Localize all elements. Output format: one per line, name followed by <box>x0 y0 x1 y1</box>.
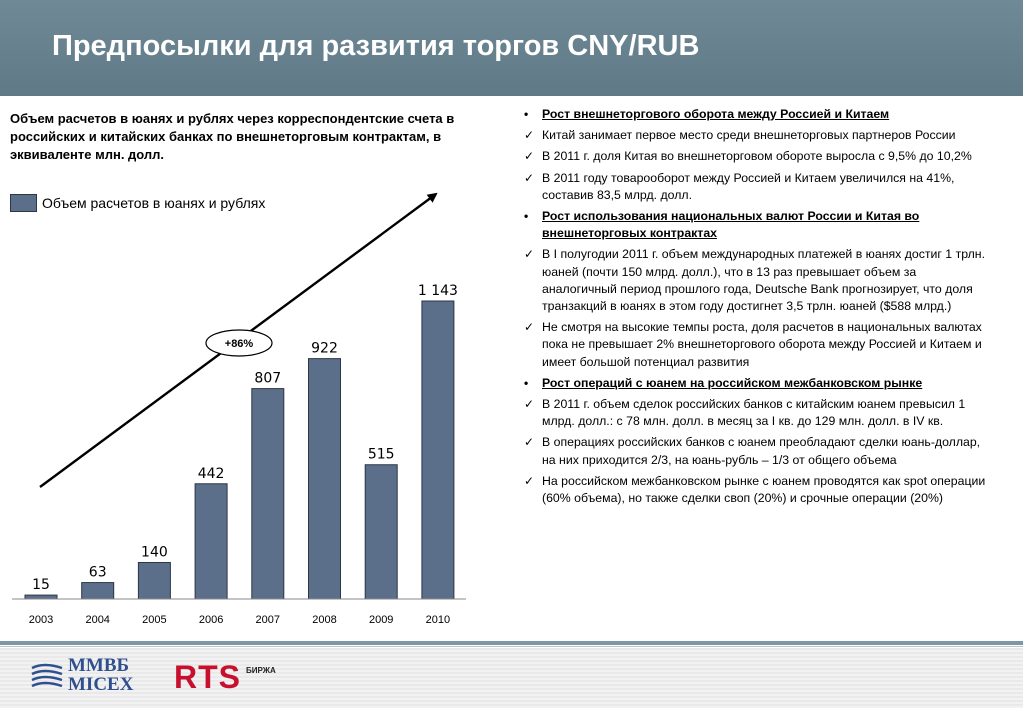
bullet-item: ✓ В 2011 г. объем сделок российских банко… <box>524 396 992 430</box>
bar <box>24 594 58 600</box>
bar <box>137 561 171 600</box>
x-tick-label: 2008 <box>312 614 336 626</box>
micex-line1: ММВБ <box>68 655 130 676</box>
footer-divider-thin <box>0 646 1023 647</box>
checkmark-icon: ✓ <box>524 473 535 488</box>
x-tick-label: 2007 <box>256 614 280 626</box>
bullet-dot-icon: • <box>524 375 529 390</box>
bullet-text: На российском межбанковском рынке с юане… <box>542 473 986 506</box>
checkmark-icon: ✓ <box>524 128 535 143</box>
bar-value-label: 922 <box>311 341 338 357</box>
checkmark-icon: ✓ <box>524 435 535 450</box>
bar <box>194 483 228 600</box>
bullet-text: Рост использования национальных валют Ро… <box>542 209 920 241</box>
bullet-text: В 2011 г. объем сделок российских банков… <box>542 397 966 429</box>
bar <box>81 582 115 600</box>
rts-subtitle: БИРЖА <box>246 666 276 675</box>
rts-wordmark: RTS <box>174 659 241 695</box>
bullet-text: В операциях российских банков с юанем пр… <box>542 435 981 467</box>
bar <box>308 358 341 600</box>
checkmark-icon: ✓ <box>524 320 535 335</box>
x-tick-label: 2006 <box>199 614 223 626</box>
bar-value-label: 63 <box>89 565 107 581</box>
bullet-text: Рост внешнеторгового оборота между Росси… <box>542 107 890 121</box>
checkmark-icon: ✓ <box>524 247 535 262</box>
bullet-dot-icon: • <box>524 107 529 121</box>
chart-heading: Объем расчетов в юанях и рублях через ко… <box>10 111 455 162</box>
page-title: Предпосылки для развития торгов CNY/RUB <box>52 30 700 62</box>
bullet-item: ✓ Китай занимает первое место среди внешн… <box>524 127 992 144</box>
bullet-list: • Рост внешнеторгового оборота между Росс… <box>524 106 992 511</box>
bar-value-label: 1 143 <box>418 283 458 299</box>
bullet-text: Китай занимает первое место среди внешне… <box>542 128 956 143</box>
bar <box>364 464 398 600</box>
rts-logo: RTS БИРЖА <box>174 660 276 694</box>
bullet-item: ✓ Не смотря на высокие темпы роста, доля … <box>524 319 992 371</box>
footer-divider <box>0 641 1023 645</box>
bullet-heading: • Рост внешнеторгового оборота между Росс… <box>524 106 992 123</box>
bullet-heading: • Рост операций с юанем на российском меж… <box>524 375 992 392</box>
legend-label: Объем расчетов в юанях и рублях <box>42 195 266 211</box>
chart-legend: Объем расчетов в юанях и рублях <box>10 193 265 213</box>
x-tick-label: 2005 <box>142 614 166 626</box>
bullet-item: ✓ В 2011 г. доля Китая во внешнеторговом … <box>524 148 992 165</box>
bullet-text: Не смотря на высокие темпы роста, доля р… <box>542 320 982 369</box>
micex-emblem-icon <box>31 663 63 688</box>
bar-value-label: 15 <box>32 577 50 593</box>
header-bar: Предпосылки для развития торгов CNY/RUB <box>0 0 1023 96</box>
bullet-item: ✓ В I полугодии 2011 г. объем международн… <box>524 246 992 315</box>
bar-value-label: 442 <box>198 466 225 482</box>
growth-annotation-ellipse <box>205 329 273 357</box>
bullet-dot-icon: • <box>524 209 529 224</box>
micex-line2: MICEX <box>68 674 134 695</box>
bar-value-label: 140 <box>141 544 168 560</box>
checkmark-icon: ✓ <box>524 170 535 185</box>
bar <box>251 388 285 600</box>
micex-wordmark: ММВБ MICEX <box>68 656 133 694</box>
bullet-heading: • Рост использования национальных валют Р… <box>524 208 992 242</box>
checkmark-icon: ✓ <box>524 149 535 164</box>
bar-value-label: 807 <box>254 371 281 387</box>
footer-band <box>0 648 1023 708</box>
bar-chart: +86% 15 63 140 442 807 922 515 1 143 2003 2004 20… <box>12 192 466 626</box>
x-tick-label: 2003 <box>29 614 53 626</box>
bullet-item: ✓ На российском межбанковском рынке с юан… <box>524 473 992 507</box>
bullet-item: ✓ В 2011 году товарооборот между Россией … <box>524 170 992 204</box>
checkmark-icon: ✓ <box>524 397 535 412</box>
growth-annotation-label: +86% <box>225 338 254 350</box>
legend-swatch <box>10 194 37 212</box>
bullet-text: Рост операций с юанем на российском межб… <box>542 375 923 390</box>
growth-annotation: +86% <box>205 329 273 357</box>
bar <box>421 300 455 600</box>
x-tick-label: 2010 <box>426 614 450 626</box>
bullet-item: ✓ В операциях российских банков с юанем п… <box>524 434 992 468</box>
bullet-text: В I полугодии 2011 г. объем международны… <box>542 247 985 314</box>
x-tick-label: 2004 <box>85 614 109 626</box>
bullet-text: В 2011 г. доля Китая во внешнеторговом о… <box>542 149 972 164</box>
x-tick-label: 2009 <box>369 614 393 626</box>
micex-logo: ММВБ MICEX <box>30 656 133 694</box>
bullet-text: В 2011 году товарооборот между Россией и… <box>542 170 955 202</box>
bar-value-label: 515 <box>368 447 395 463</box>
